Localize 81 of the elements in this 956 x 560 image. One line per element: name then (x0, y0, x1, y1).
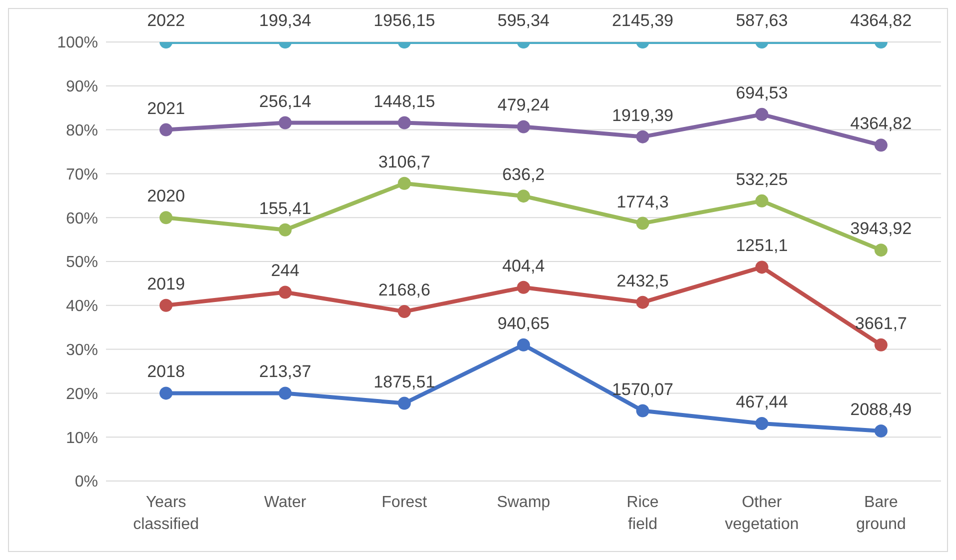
point (160, 386, 172, 400)
point (398, 116, 411, 130)
annotation: 1251,1 (736, 236, 788, 256)
x-tick-label: Other vegetation (724, 494, 799, 533)
y-tick-label: 80% (66, 122, 98, 140)
point (636, 296, 650, 309)
annotation: 4364,82 (850, 11, 912, 30)
point (874, 138, 888, 152)
y-tick-label: 40% (66, 298, 98, 316)
y-tick-label: 0% (74, 474, 98, 491)
point (755, 260, 768, 274)
annotation: 694,53 (736, 83, 788, 102)
point (874, 338, 888, 352)
annotation: 244 (270, 261, 300, 280)
point (278, 286, 292, 299)
annotation: 1919,39 (612, 106, 674, 125)
y-tick-label: 90% (66, 78, 98, 96)
annotation: 3943,92 (850, 219, 912, 238)
y-tick-label: 20% (66, 386, 98, 403)
point (278, 223, 292, 236)
y-tick-label: 50% (66, 254, 98, 272)
x-tick-label: Swamp (496, 494, 550, 511)
annotation: 2022 (147, 11, 185, 30)
annotation: 199,34 (259, 11, 312, 30)
annotation: 1774,3 (616, 192, 669, 212)
annotation: 467,44 (736, 392, 788, 412)
x-tick-label: Rice field (626, 494, 659, 533)
y-tick-label: 30% (66, 342, 98, 359)
x-tick-label: Water (264, 494, 307, 511)
annotation: 3661,7 (855, 314, 907, 333)
y-tick-label: 10% (66, 430, 98, 447)
annotation: 256,14 (259, 92, 312, 111)
point (398, 396, 411, 410)
point (636, 130, 650, 144)
point (636, 216, 650, 230)
point (636, 404, 650, 418)
point (755, 416, 768, 430)
annotation: 155,41 (259, 198, 312, 218)
annotation: 636,2 (502, 165, 545, 184)
y-tick-label: 70% (66, 166, 98, 184)
point (160, 211, 172, 224)
annotation: 1875,51 (374, 372, 436, 392)
annotation: 2019 (147, 274, 185, 294)
point (517, 338, 530, 352)
point (874, 244, 888, 257)
point (755, 108, 768, 121)
annotation: 3106,7 (378, 152, 430, 172)
annotation: 2020 (147, 186, 185, 206)
annotation: 595,34 (498, 11, 550, 30)
annotation: 1956,15 (374, 11, 436, 30)
annotation: 2168,6 (378, 280, 430, 300)
annotation: 1448,15 (374, 92, 436, 111)
point (160, 123, 172, 136)
annotation: 213,37 (259, 362, 312, 382)
point (874, 424, 888, 438)
point (278, 386, 292, 400)
point (517, 280, 530, 294)
point (278, 116, 292, 130)
annotation: 2432,5 (616, 271, 669, 290)
annotation: 532,25 (736, 170, 788, 189)
annotation: 1570,07 (612, 380, 674, 399)
annotation: 479,24 (498, 96, 550, 115)
annotation: 2018 (147, 362, 185, 382)
point (517, 190, 530, 203)
point (517, 120, 530, 134)
point (398, 305, 411, 318)
point (160, 298, 172, 312)
annotation: 2021 (147, 98, 185, 118)
annotation: 2145,39 (612, 11, 674, 30)
y-tick-label: 100% (57, 34, 98, 52)
annotation: 4364,82 (850, 114, 912, 134)
x-tick-label: Bare ground (856, 494, 906, 533)
x-tick-label: Forest (382, 494, 428, 511)
annotation: 2088,49 (850, 400, 912, 419)
point (398, 176, 411, 190)
point (755, 194, 768, 208)
annotation: 587,63 (736, 11, 788, 30)
annotation: 404,4 (502, 256, 545, 276)
y-tick-label: 60% (66, 210, 98, 228)
x-tick-label: Years classified (133, 494, 199, 533)
annotation: 940,65 (498, 314, 550, 333)
